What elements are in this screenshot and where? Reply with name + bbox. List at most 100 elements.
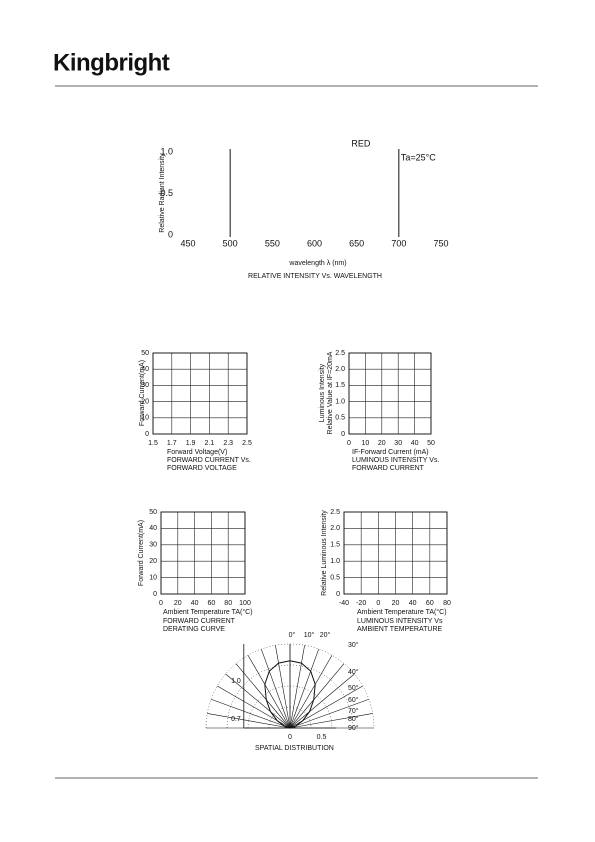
x-tick-label: 2.5	[242, 440, 252, 447]
polar-spoke	[289, 648, 320, 729]
y-tick-label: 1.0	[330, 558, 340, 565]
x-axis-label: Forward Voltage(V)	[167, 449, 227, 456]
x-tick-label: -40	[339, 600, 349, 607]
polar-spoke	[247, 655, 291, 729]
chart-title: LUMINOUS INTENSITY Vs	[357, 618, 443, 625]
y-tick-label: 0.5	[160, 188, 173, 198]
y-tick-label: 0	[168, 229, 173, 239]
chart-title: FORWARD CURRENT	[163, 618, 236, 625]
y-tick-label: 0	[336, 591, 340, 598]
angle-label: 60°	[348, 696, 359, 704]
y-tick-label: 0.7	[231, 716, 241, 723]
y-tick-label: 10	[149, 574, 157, 581]
x-tick-label: 80	[224, 600, 232, 607]
x-tick-label: 1.5	[148, 440, 158, 447]
x-tick-label: 0	[159, 600, 163, 607]
y-tick-label: 50	[141, 350, 149, 357]
y-tick-label: 0	[341, 431, 345, 438]
polar-spoke	[275, 645, 291, 729]
y-tick-label: 1.0	[160, 146, 173, 156]
polar-spoke	[225, 673, 291, 729]
polar-spoke	[289, 698, 370, 729]
y-tick-label: 50	[149, 509, 157, 516]
x-tick-label: 60	[208, 600, 216, 607]
x-tick-label: 80	[443, 600, 451, 607]
chart-title: LUMINOUS INTENSITY Vs.	[352, 457, 439, 464]
angle-label: 10°	[304, 631, 315, 639]
polar-spoke	[235, 663, 291, 729]
y-tick-label: 10	[141, 415, 149, 422]
radiation-pattern	[264, 660, 291, 729]
y-tick-label: 40	[149, 525, 157, 532]
angle-label: 40°	[348, 668, 359, 676]
y-tick-label: 1.0	[335, 398, 345, 405]
chart-title: DERATING CURVE	[163, 626, 225, 633]
plot-frame	[152, 352, 248, 435]
angle-label: 0°	[289, 631, 296, 639]
y-axis-label: Forward Current(mA)	[139, 360, 146, 426]
x-tick-label: 20	[174, 600, 182, 607]
angle-label: 30°	[348, 641, 359, 649]
x-tick-label: 20	[378, 440, 386, 447]
r-tick-label: 0	[288, 734, 292, 741]
x-axis-label: IF-Forward Current (mA)	[352, 449, 429, 456]
x-tick-label: 40	[411, 440, 419, 447]
y-tick-label: 1.0	[231, 678, 241, 685]
x-tick-label: 450	[180, 238, 195, 248]
x-axis-label: Ambient Temperature TA(°C)	[357, 608, 447, 616]
x-tick-label: 0	[347, 440, 351, 447]
x-tick-label: 100	[239, 600, 251, 607]
polar-spoke	[289, 663, 345, 729]
y-tick-label: 2.0	[330, 525, 340, 532]
x-axis-label: wavelength λ (nm)	[288, 260, 346, 267]
polar-spoke	[289, 655, 333, 729]
y-axis-label: Relative Luminous Intensity	[321, 510, 328, 596]
x-tick-label: 1.7	[167, 440, 177, 447]
x-tick-label: 0	[376, 600, 380, 607]
y-axis-label: Forward Current(mA)	[138, 520, 145, 586]
y-tick-label: 1.5	[335, 382, 345, 389]
chart-title: FORWARD CURRENT	[352, 465, 425, 472]
angle-label: 20°	[320, 631, 331, 639]
polar-spoke	[260, 648, 291, 729]
x-tick-label: 40	[191, 600, 199, 607]
plot-frame	[348, 352, 432, 435]
x-tick-label: 2.1	[205, 440, 215, 447]
y-tick-label: 2.5	[335, 350, 345, 357]
x-tick-label: 500	[223, 238, 238, 248]
polar-spoke	[289, 645, 305, 729]
y-tick-label: 0.5	[330, 574, 340, 581]
y-axis-label: Relative Value at IF=20mA	[327, 351, 334, 434]
angle-label: 90°	[348, 724, 359, 732]
x-tick-label: 650	[349, 238, 364, 248]
y-tick-label: 2.0	[335, 366, 345, 373]
plot-frame	[343, 511, 448, 595]
y-tick-label: 30	[149, 542, 157, 549]
angle-label: 50°	[348, 684, 359, 692]
chart-title: RELATIVE INTENSITY Vs. WAVELENGTH	[248, 273, 382, 280]
y-axis-label: Relative Radiant Intensity	[159, 153, 166, 233]
angle-label: 70°	[348, 707, 359, 715]
x-tick-label: 550	[265, 238, 280, 248]
y-tick-label: 0	[153, 591, 157, 598]
x-tick-label: 10	[362, 440, 370, 447]
brand: Kingbright	[53, 49, 170, 76]
chart-title: AMBIENT TEMPERATURE	[357, 626, 443, 633]
y-tick-label: 2.5	[330, 509, 340, 516]
polar-ring	[268, 706, 312, 729]
series-label: RED	[351, 138, 371, 148]
x-tick-label: 750	[433, 238, 448, 248]
plot-frame	[160, 511, 246, 595]
chart-title: FORWARD CURRENT Vs.	[167, 457, 251, 464]
x-axis-label: Ambient Temperature TA(°C)	[163, 608, 253, 616]
x-tick-label: 20	[392, 600, 400, 607]
polar-spoke	[289, 673, 355, 729]
x-tick-label: 2.3	[223, 440, 233, 447]
polar-ring	[247, 685, 333, 729]
radiation-pattern	[289, 660, 316, 729]
x-tick-label: 600	[307, 238, 322, 248]
y-tick-label: 20	[141, 398, 149, 405]
polar-spoke	[207, 713, 291, 729]
y-tick-label: 0.5	[335, 415, 345, 422]
y-tick-label: 1.5	[330, 542, 340, 549]
